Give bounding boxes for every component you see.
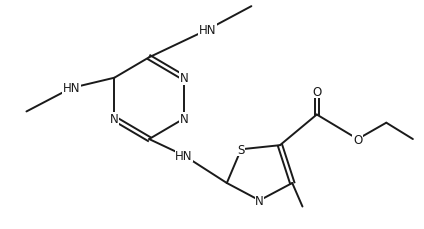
Text: N: N — [179, 113, 188, 125]
Text: HN: HN — [175, 149, 192, 162]
Text: N: N — [179, 72, 188, 85]
Text: N: N — [110, 113, 119, 125]
Text: HN: HN — [199, 24, 216, 37]
Text: HN: HN — [63, 82, 80, 95]
Text: O: O — [353, 133, 362, 146]
Text: N: N — [255, 194, 264, 207]
Text: S: S — [237, 143, 245, 156]
Text: O: O — [312, 85, 321, 98]
